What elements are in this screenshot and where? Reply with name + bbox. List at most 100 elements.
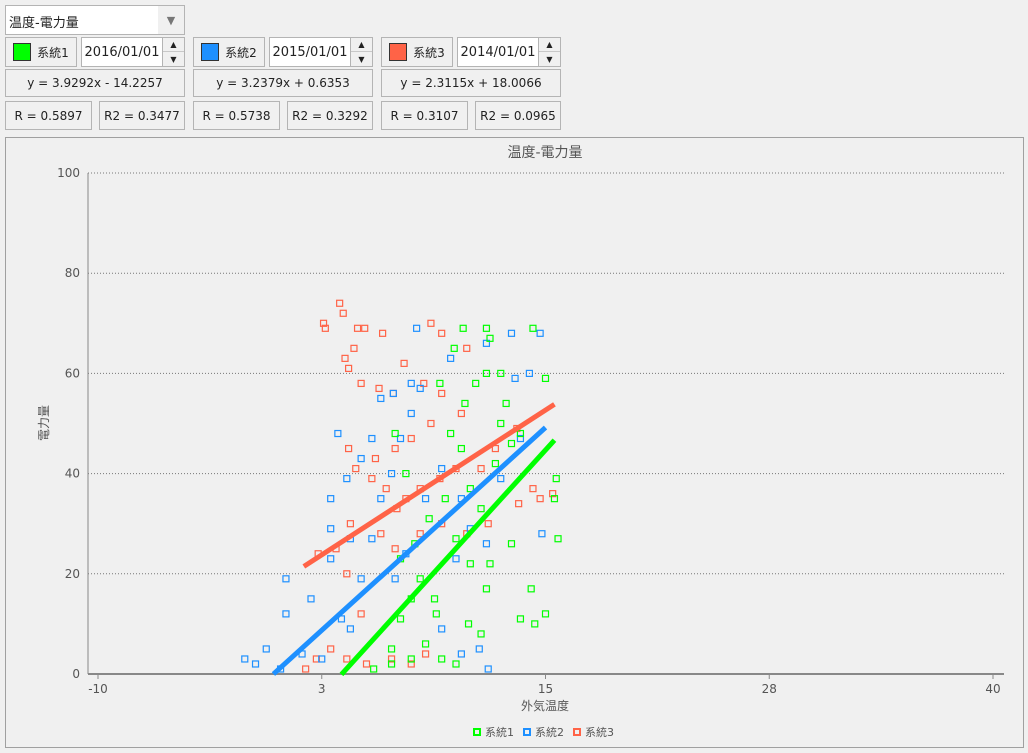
data-point-2: [497, 475, 505, 483]
legend-label-2: 系統2: [535, 725, 564, 739]
data-point-2: [511, 374, 519, 383]
data-point-1: [466, 560, 474, 568]
data-point-1: [387, 660, 396, 668]
x-tick-label: 40: [985, 682, 1000, 696]
data-point-1: [482, 585, 491, 593]
data-point-3: [321, 324, 329, 332]
data-point-3: [361, 324, 369, 332]
start-date-input-3[interactable]: 2014/01/01: [457, 37, 539, 67]
data-point-1: [482, 324, 491, 332]
start-date-input-2[interactable]: 2015/01/01: [269, 37, 351, 67]
data-point-1: [541, 374, 550, 383]
data-point-3: [484, 520, 492, 528]
data-point-1: [441, 495, 449, 503]
data-point-2: [389, 389, 397, 398]
data-point-1: [491, 459, 499, 468]
data-point-2: [413, 324, 421, 332]
data-point-2: [307, 595, 315, 603]
data-point-2: [251, 660, 260, 668]
chart-type-dropdown[interactable]: 温度-電力量 ▼: [5, 5, 185, 35]
spin-up-icon[interactable]: ▲: [163, 38, 184, 52]
series-color-swatch: [389, 43, 408, 61]
data-point-1: [432, 610, 440, 618]
data-point-3: [389, 389, 397, 398]
data-point-2: [377, 495, 385, 503]
date-spinner-2[interactable]: ▲ ▼: [350, 37, 373, 67]
data-point-1: [497, 369, 505, 377]
data-point-2: [525, 369, 533, 377]
data-point-2: [416, 384, 424, 393]
r2-text: R2 = 0.0965: [480, 108, 556, 123]
data-point-1: [466, 485, 474, 493]
data-point-1: [436, 379, 444, 388]
series-color-swatch: [13, 43, 32, 61]
data-point-3: [312, 655, 320, 663]
data-point-1: [486, 560, 494, 568]
dropdown-value: 温度-電力量: [9, 16, 79, 31]
regression-equation-1: y = 3.9292x - 14.2257: [5, 69, 185, 97]
r-text: R = 0.3107: [390, 108, 459, 123]
data-point-3: [515, 500, 523, 508]
data-point-2: [396, 434, 405, 443]
spin-down-icon[interactable]: ▼: [546, 54, 553, 64]
dropdown-arrow-icon[interactable]: ▼: [158, 6, 184, 34]
data-point-2: [452, 555, 460, 563]
data-point-3: [421, 650, 430, 658]
date-spinner-3[interactable]: ▲ ▼: [538, 37, 561, 67]
date-value: 2015/01/01: [272, 44, 348, 60]
data-point-1: [464, 620, 473, 628]
data-point-3: [457, 409, 465, 418]
data-point-1: [552, 475, 560, 483]
data-point-1: [554, 535, 562, 543]
data-point-3: [345, 444, 353, 453]
data-point-3: [302, 665, 310, 673]
data-point-2: [368, 434, 376, 443]
data-point-1: [416, 575, 424, 583]
data-point-1: [482, 369, 491, 377]
data-point-2: [282, 610, 290, 618]
data-point-3: [463, 344, 471, 352]
series-toggle-2[interactable]: 系統2: [193, 37, 265, 67]
data-point-3: [345, 364, 353, 372]
data-point-3: [371, 454, 380, 463]
data-point-1: [531, 620, 539, 628]
data-point-2: [282, 575, 290, 583]
spin-down-icon[interactable]: ▼: [170, 54, 177, 64]
data-point-1: [477, 630, 485, 638]
data-point-3: [350, 344, 358, 352]
spin-up-icon[interactable]: ▲: [351, 38, 372, 52]
data-point-2: [368, 535, 376, 543]
data-point-1: [370, 665, 378, 673]
data-point-1: [421, 640, 430, 648]
data-point-1: [477, 505, 485, 513]
data-point-3: [407, 660, 415, 668]
legend-marker-3: [573, 728, 581, 736]
legend-marker-1: [473, 728, 481, 736]
data-point-2: [484, 665, 492, 673]
start-date-input-1[interactable]: 2016/01/01: [81, 37, 163, 67]
data-point-1: [447, 429, 455, 438]
equation-text: y = 3.9292x - 14.2257: [27, 76, 163, 90]
data-point-3: [416, 530, 424, 538]
data-point-1: [407, 655, 415, 663]
spin-down-icon[interactable]: ▼: [358, 54, 365, 64]
data-point-2: [538, 530, 546, 538]
data-point-3: [362, 660, 371, 668]
data-point-3: [346, 520, 354, 528]
series-toggle-3[interactable]: 系統3: [381, 37, 453, 67]
data-point-1: [502, 399, 510, 408]
spin-up-icon[interactable]: ▲: [539, 38, 560, 52]
data-point-2: [377, 394, 385, 403]
x-tick-label: -10: [88, 682, 108, 696]
data-point-3: [391, 444, 399, 453]
chart-panel: 温度-電力量 0 20 40 60 80 100 -10 3 15 28 40 外気温度 電力量 系統1 系統…: [5, 137, 1024, 748]
date-spinner-1[interactable]: ▲ ▼: [162, 37, 185, 67]
data-point-1: [452, 535, 460, 543]
r-text: R = 0.5738: [202, 108, 271, 123]
data-point-3: [319, 319, 328, 327]
data-point-1: [430, 595, 439, 603]
series-toggle-1[interactable]: 系統1: [5, 37, 77, 67]
data-point-1: [529, 324, 537, 332]
x-tick-label: 15: [538, 682, 553, 696]
r2-text: R2 = 0.3477: [104, 108, 180, 123]
